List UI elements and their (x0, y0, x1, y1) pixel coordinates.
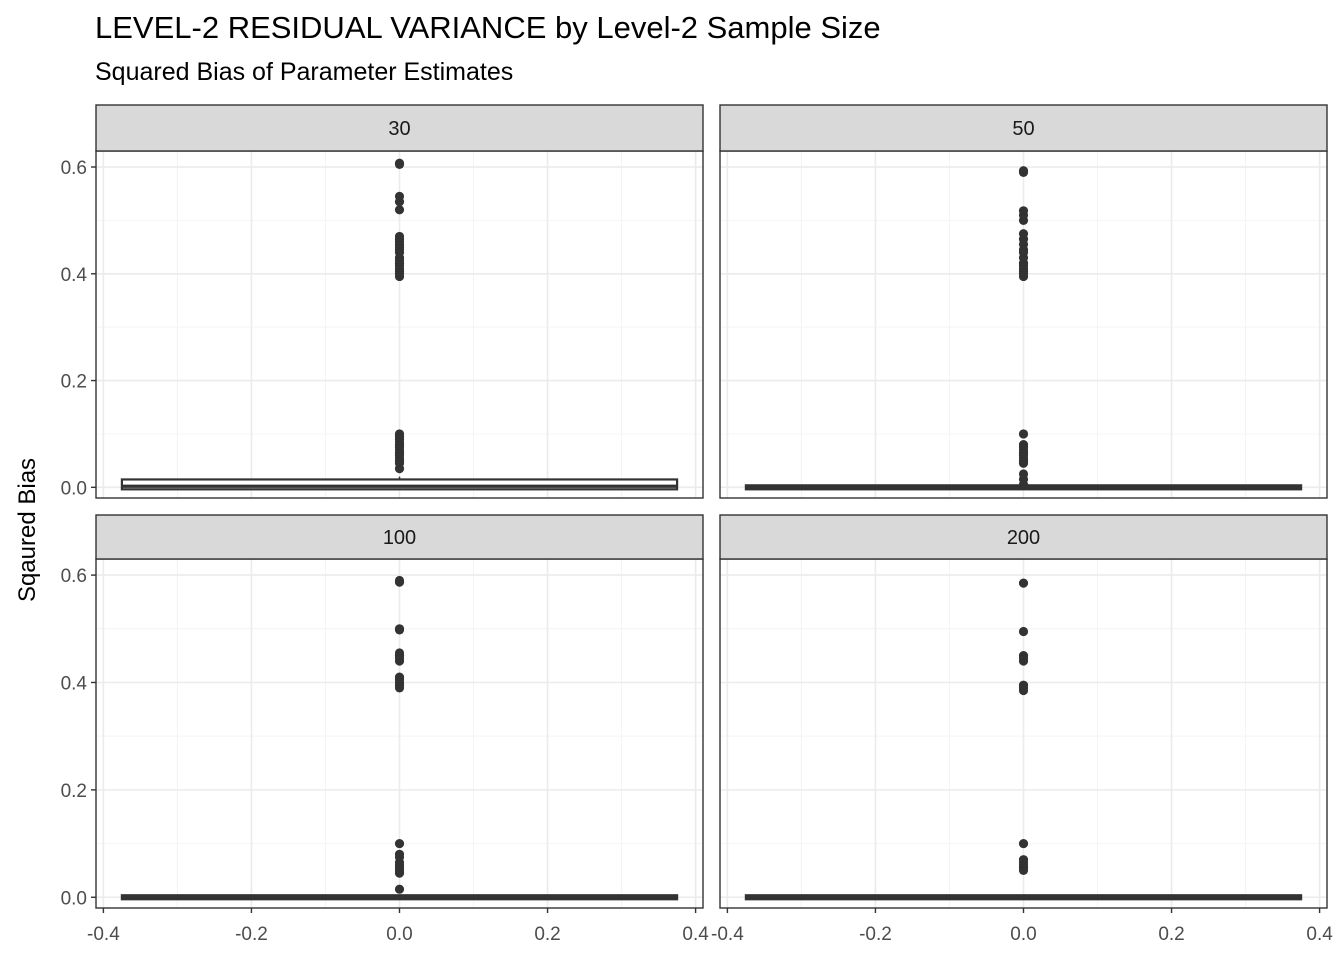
x-axis-tick-label: -0.4 (711, 924, 744, 945)
panel-100-outlier-point (394, 672, 405, 682)
panel-200-strip (719, 514, 1328, 560)
panel-100-outlier-point (394, 575, 405, 586)
panel-30-box (120, 478, 679, 491)
panel-100-outlier-point (394, 838, 405, 849)
y-axis-tick-label: 0.4 (61, 673, 88, 694)
y-axis-tick-label: 0.0 (61, 478, 87, 499)
panel-100-outlier-point (394, 884, 405, 894)
panel-200-outlier-point (1018, 651, 1029, 661)
y-axis-tick-label: 0.6 (61, 158, 87, 179)
panel-50-strip-label: 50 (1012, 118, 1034, 140)
panel-30-outlier-point (394, 429, 405, 439)
panel-50-strip (719, 104, 1328, 152)
panel-100-outlier-point (394, 648, 405, 658)
panel-30-strip-label: 30 (388, 118, 410, 140)
panel-200-outlier-point (1018, 680, 1029, 690)
x-axis-tick-label: -0.4 (87, 924, 120, 945)
chart-subtitle: Squared Bias of Parameter Estimates (95, 58, 514, 86)
y-axis-tick-label: 0.2 (61, 372, 87, 393)
y-axis-tick-label: 0.2 (61, 781, 87, 802)
panel-200-outlier-point (1018, 626, 1029, 637)
panel-200-strip-label: 200 (1007, 527, 1040, 549)
y-axis-tick-label: 0.4 (61, 265, 88, 286)
chart-title: LEVEL-2 RESIDUAL VARIANCE by Level-2 Sam… (95, 10, 881, 45)
panel-200-outlier-point (1018, 838, 1029, 849)
panel-50-outlier-point (1018, 440, 1029, 450)
panel-100-outlier-point (394, 849, 405, 859)
x-axis-tick-label: 0.2 (534, 924, 560, 945)
panel-50-outlier-point (1018, 166, 1029, 176)
x-axis-tick-label: 0.2 (1158, 924, 1184, 945)
x-axis-tick-label: 0.4 (682, 924, 709, 945)
panel-200-outlier-point (1018, 855, 1029, 865)
panel-100-strip-label: 100 (383, 527, 416, 549)
panel-50-outlier-point (1018, 229, 1029, 239)
panel-30-strip (95, 104, 704, 152)
y-axis-tick-label: 0.6 (61, 566, 87, 587)
panel-200-outlier-point (1018, 578, 1029, 588)
y-axis-tick-label: 0.0 (61, 888, 87, 909)
panel-100-strip (95, 514, 704, 560)
x-axis-tick-label: 0.0 (386, 924, 412, 945)
panel-30-outlier-point (394, 231, 405, 242)
x-axis-tick-label: -0.2 (235, 924, 268, 945)
panel-50-outlier-point (1018, 429, 1029, 439)
x-axis-tick-label: 0.4 (1306, 924, 1333, 945)
panel-50-outlier-point (1018, 206, 1029, 216)
panel-30-outlier-point (394, 205, 405, 215)
panel-30-outlier-point (394, 191, 405, 201)
panel-30-outlier-point (394, 158, 405, 168)
panel-50-outlier-point (1018, 469, 1029, 479)
panel-100-outlier-point (394, 624, 405, 634)
x-axis-tick-label: -0.2 (859, 924, 892, 945)
x-axis-tick-label: 0.0 (1010, 924, 1036, 945)
